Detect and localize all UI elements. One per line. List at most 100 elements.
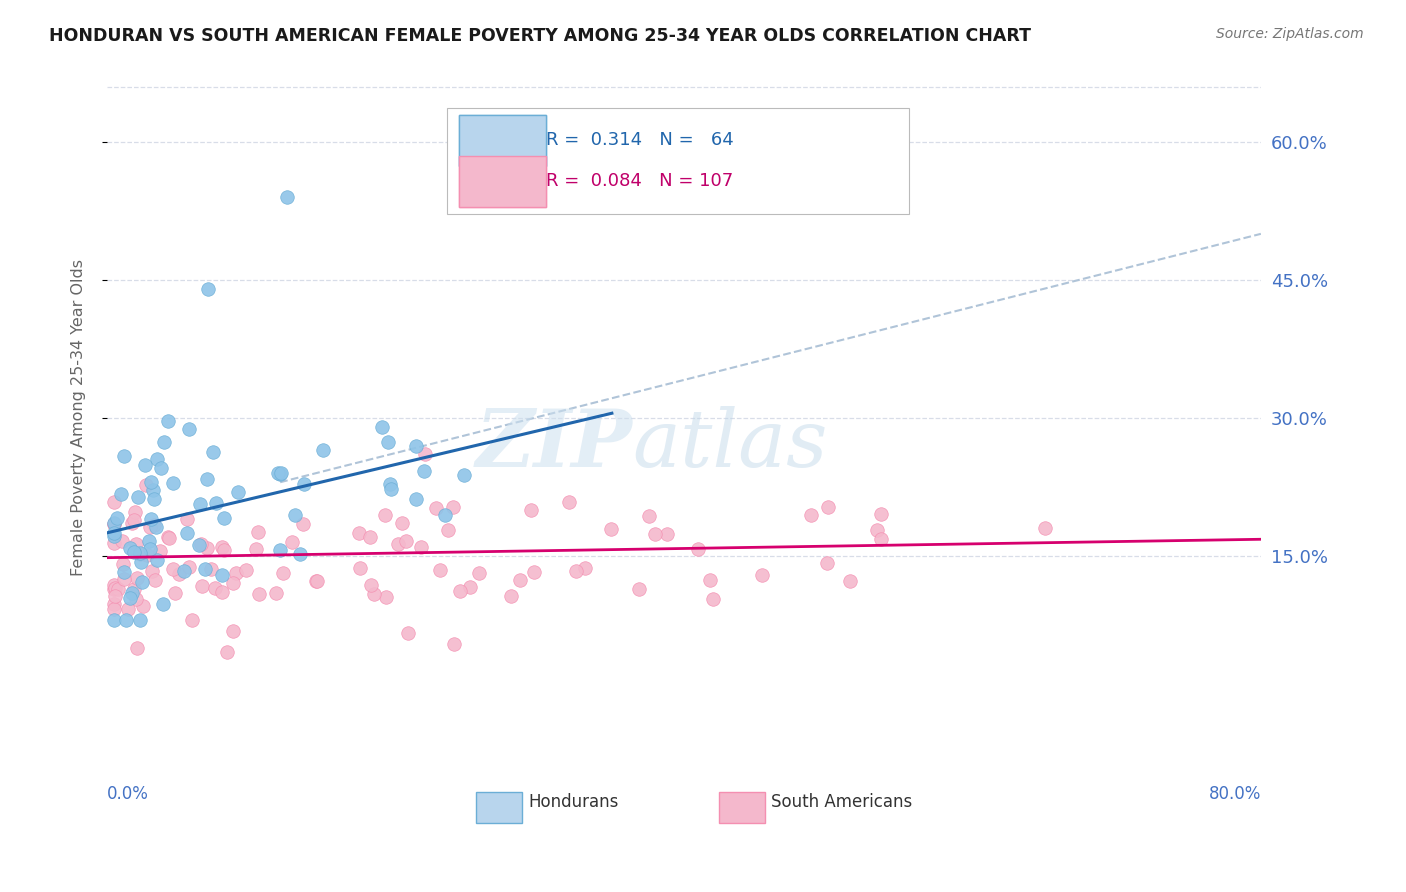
Point <box>125 571 148 585</box>
Point <box>162 475 184 490</box>
Point <box>124 505 146 519</box>
Point <box>103 597 125 611</box>
Point <box>104 582 127 596</box>
Point <box>468 566 491 580</box>
Point <box>112 565 135 579</box>
Point <box>211 540 233 554</box>
Point <box>103 516 125 530</box>
Point <box>288 547 311 561</box>
Point <box>176 526 198 541</box>
Point <box>375 590 398 604</box>
Point <box>129 555 152 569</box>
Point <box>458 580 481 594</box>
Point <box>211 567 233 582</box>
Point <box>405 439 427 453</box>
Text: ZIP: ZIP <box>475 407 633 483</box>
FancyBboxPatch shape <box>458 156 546 207</box>
Text: atlas: atlas <box>633 407 828 483</box>
Point <box>115 613 138 627</box>
Point <box>600 522 623 536</box>
Point <box>129 546 152 560</box>
Point <box>176 512 198 526</box>
FancyBboxPatch shape <box>477 792 523 823</box>
Point <box>264 585 287 599</box>
Point <box>363 587 385 601</box>
Point <box>149 460 172 475</box>
Point <box>751 568 773 582</box>
Point <box>391 516 413 531</box>
Point <box>627 582 650 596</box>
Point <box>139 475 162 490</box>
FancyBboxPatch shape <box>458 115 546 166</box>
Point <box>135 548 157 562</box>
Point <box>132 599 155 614</box>
Point <box>817 500 839 515</box>
Point <box>387 536 409 550</box>
Point <box>644 526 666 541</box>
Point <box>177 422 200 436</box>
Point <box>655 527 678 541</box>
Point <box>217 645 239 659</box>
Point <box>127 490 149 504</box>
Point <box>195 471 218 485</box>
Point <box>128 547 150 561</box>
Point <box>111 557 134 571</box>
Point <box>222 576 245 591</box>
Point <box>436 523 458 537</box>
Point <box>205 496 228 510</box>
Point <box>157 531 180 545</box>
Point <box>146 452 169 467</box>
Point <box>441 500 464 514</box>
Point <box>131 574 153 589</box>
Point <box>103 516 125 531</box>
Point <box>269 543 291 558</box>
Point <box>110 487 132 501</box>
Point <box>162 562 184 576</box>
Text: HONDURAN VS SOUTH AMERICAN FEMALE POVERTY AMONG 25-34 YEAR OLDS CORRELATION CHAR: HONDURAN VS SOUTH AMERICAN FEMALE POVERT… <box>49 27 1031 45</box>
Point <box>222 624 245 638</box>
Point <box>112 572 135 586</box>
Point <box>380 483 402 497</box>
Point <box>103 582 125 597</box>
Point <box>425 500 447 515</box>
Point <box>135 477 157 491</box>
Point <box>1033 521 1056 535</box>
Point <box>292 517 315 532</box>
Point <box>200 562 222 576</box>
Point <box>405 492 427 507</box>
Point <box>371 420 394 434</box>
Point <box>121 585 143 599</box>
Point <box>702 591 724 606</box>
Point <box>190 537 212 551</box>
Point <box>378 476 401 491</box>
Point <box>225 566 247 581</box>
Point <box>429 563 451 577</box>
Point <box>688 542 710 557</box>
Point <box>141 512 163 526</box>
Text: Hondurans: Hondurans <box>529 794 619 812</box>
Point <box>141 564 163 578</box>
Point <box>637 509 659 524</box>
Point <box>104 589 127 603</box>
Point <box>139 520 162 534</box>
Point <box>509 573 531 587</box>
Point <box>157 414 180 428</box>
Point <box>204 581 226 595</box>
Point <box>312 443 335 458</box>
Point <box>870 508 893 522</box>
Point <box>103 536 125 550</box>
Point <box>449 584 471 599</box>
Point <box>245 541 267 556</box>
Point <box>181 613 204 627</box>
Point <box>120 591 142 605</box>
Point <box>413 464 436 478</box>
Point <box>443 636 465 650</box>
Point <box>103 529 125 543</box>
Point <box>153 434 176 449</box>
Point <box>800 508 823 523</box>
Point <box>197 282 219 296</box>
Point <box>564 564 586 578</box>
Point <box>124 513 146 527</box>
Point <box>865 524 887 538</box>
Point <box>145 520 167 534</box>
